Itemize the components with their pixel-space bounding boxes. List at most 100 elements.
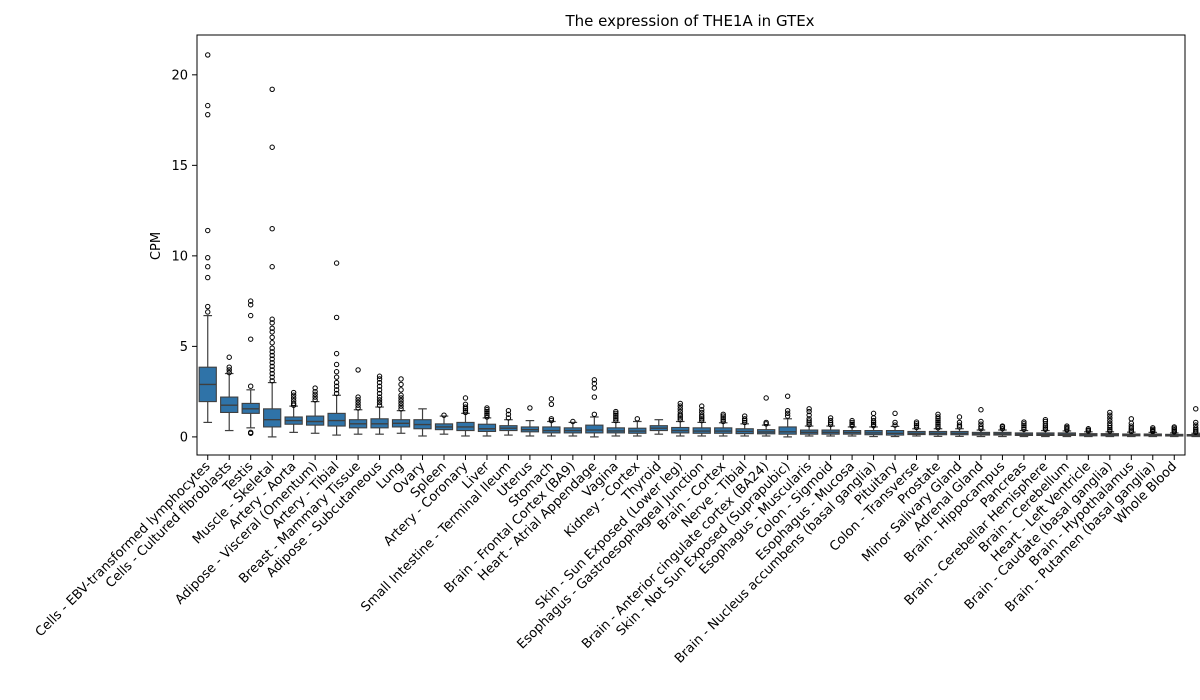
outlier-point	[376, 376, 383, 382]
outlier-point	[333, 350, 340, 357]
outlier-point	[205, 52, 211, 58]
outlier-point	[376, 397, 383, 403]
outlier-point	[699, 409, 705, 416]
plot-frame	[196, 34, 1186, 456]
outlier-point	[269, 367, 275, 373]
outlier-point	[290, 400, 297, 407]
outlier-point	[1021, 424, 1027, 431]
outlier-point	[591, 411, 598, 417]
outlier-point	[462, 407, 469, 414]
outlier-point	[484, 407, 490, 413]
outlier-point	[269, 340, 275, 346]
outlier-point	[548, 401, 555, 408]
box-group	[1122, 416, 1141, 438]
outlier-point	[312, 385, 318, 391]
box-group	[1036, 416, 1055, 438]
box-group	[1079, 426, 1098, 438]
box-group	[1100, 409, 1119, 438]
outlier-point	[913, 422, 920, 429]
outlier-point	[677, 406, 683, 412]
box-group	[241, 298, 260, 436]
outlier-point	[355, 367, 361, 373]
outlier-point	[892, 419, 898, 426]
outlier-point	[1193, 406, 1199, 412]
outlier-point	[269, 374, 275, 380]
outlier-point	[720, 413, 726, 419]
outlier-point	[376, 383, 383, 389]
outlier-point	[226, 354, 232, 360]
outlier-point	[398, 387, 404, 393]
outlier-point	[806, 421, 812, 428]
outlier-point	[999, 423, 1006, 429]
outlier-point	[935, 414, 941, 420]
outlier-point	[376, 379, 383, 386]
outlier-point	[247, 383, 254, 389]
outlier-point	[806, 418, 812, 424]
box-group	[391, 376, 411, 434]
outlier-point	[699, 407, 705, 413]
outlier-point	[312, 388, 318, 395]
outlier-point	[570, 418, 576, 425]
outlier-point	[269, 329, 275, 335]
outlier-point	[720, 411, 726, 417]
outlier-point	[269, 356, 275, 362]
outlier-point	[1107, 420, 1113, 427]
outlier-point	[333, 390, 340, 397]
outlier-point	[763, 419, 769, 426]
box-group	[606, 408, 625, 437]
outlier-point	[333, 374, 340, 380]
outlier-point	[741, 413, 748, 419]
box-group	[499, 407, 518, 436]
outlier-point	[677, 416, 683, 423]
outlier-point	[247, 302, 254, 308]
outlier-point	[784, 393, 791, 399]
chart-title: The expression of THE1A in GTEx	[564, 12, 814, 30]
outlier-point	[1128, 423, 1135, 429]
outlier-point	[613, 410, 619, 417]
box-group	[778, 393, 797, 438]
outlier-point	[1171, 424, 1177, 430]
y-tick-label: 10	[171, 249, 188, 264]
box-group	[327, 260, 346, 436]
outlier-point	[462, 404, 469, 410]
outlier-point	[398, 381, 404, 388]
outlier-point	[376, 387, 383, 393]
outlier-point	[849, 419, 855, 426]
box-group	[1057, 423, 1077, 438]
outlier-point	[849, 421, 855, 427]
outlier-point	[333, 361, 340, 368]
box-group	[628, 416, 647, 437]
outlier-point	[226, 367, 232, 373]
outlier-point	[613, 417, 619, 424]
outlier-point	[269, 349, 275, 355]
outlier-point	[205, 264, 211, 270]
outlier-point	[1150, 425, 1156, 431]
outlier-point	[677, 408, 683, 415]
outlier-point	[462, 401, 469, 408]
outlier-point	[205, 111, 211, 118]
outlier-point	[741, 416, 748, 422]
outlier-point	[290, 392, 297, 398]
outlier-point	[591, 394, 598, 400]
outlier-point	[978, 418, 984, 425]
box-group	[477, 405, 497, 437]
box-group	[1143, 425, 1162, 438]
box-group	[757, 395, 776, 437]
box	[305, 415, 325, 426]
outlier-point	[1107, 417, 1113, 424]
outlier-point	[763, 395, 769, 401]
outlier-point	[376, 402, 383, 408]
box-group	[1165, 424, 1184, 438]
outlier-point	[269, 378, 275, 384]
outlier-point	[376, 373, 383, 379]
outlier-point	[484, 405, 490, 411]
outlier-point	[1193, 422, 1199, 428]
box-group	[434, 412, 454, 435]
outlier-point	[505, 407, 512, 414]
outlier-point	[1085, 426, 1092, 432]
box-group	[220, 354, 239, 432]
outlier-point	[699, 412, 705, 418]
outlier-point	[269, 370, 275, 377]
outlier-point	[548, 416, 555, 422]
outlier-point	[1128, 420, 1135, 427]
